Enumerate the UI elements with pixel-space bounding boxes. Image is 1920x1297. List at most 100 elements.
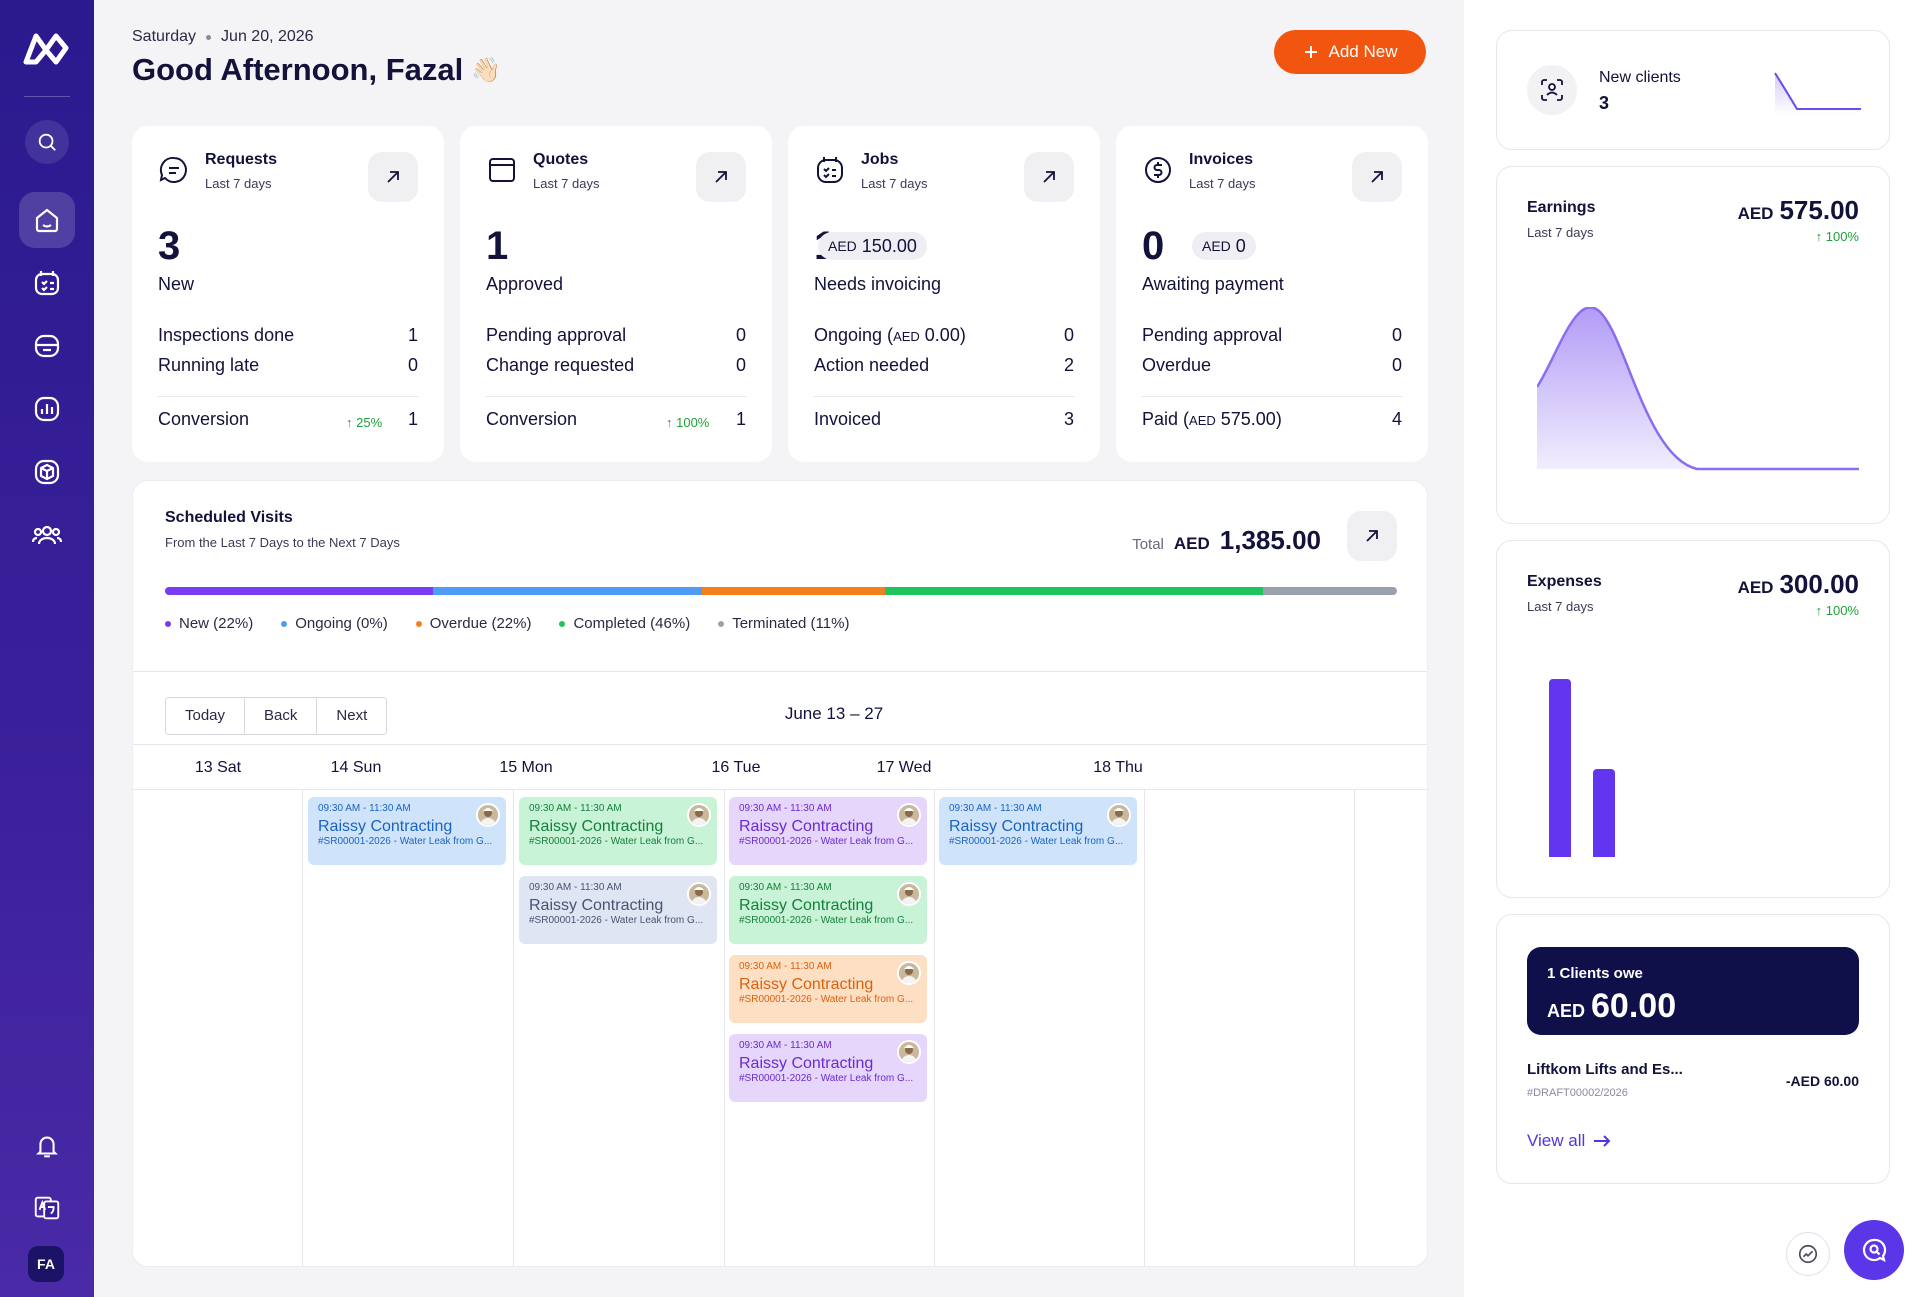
day-column-line	[513, 789, 514, 1266]
card-footer-row: Invoiced 3	[814, 409, 1074, 430]
calendar-event[interactable]: 09:30 AM - 11:30 AM Raissy Contracting #SR…	[729, 876, 927, 944]
card-big-label: New	[158, 274, 195, 294]
add-new-button[interactable]: Add New	[1274, 30, 1426, 74]
greeting-text: Good Afternoon, Fazal	[132, 52, 464, 87]
event-time: 09:30 AM - 11:30 AM	[949, 803, 1042, 814]
calendar-event[interactable]: 09:30 AM - 11:30 AM Raissy Contracting #SR…	[729, 955, 927, 1023]
legend-dot	[718, 620, 725, 627]
card-footer-row: Conversion 1	[486, 409, 746, 430]
user-avatar[interactable]: FA	[28, 1246, 64, 1282]
dollar-icon	[1145, 157, 1171, 183]
schedule-icon	[34, 271, 60, 296]
status-progress-bar	[165, 587, 1397, 595]
calendar-event[interactable]: 09:30 AM - 11:30 AM Raissy Contracting #SR…	[308, 797, 506, 865]
card-row: Pending approval 0	[1142, 325, 1402, 346]
calendar-event[interactable]: 09:30 AM - 11:30 AM Raissy Contracting #SR…	[729, 797, 927, 865]
sidebar-item-schedule[interactable]	[19, 255, 75, 311]
notifications-button[interactable]	[19, 1118, 75, 1174]
arrow-up-right-icon	[715, 171, 727, 183]
legend-label: Completed (46%)	[573, 615, 691, 632]
owe-client-name[interactable]: Liftkom Lifts and Es...	[1527, 1061, 1683, 1078]
assignee-avatar	[687, 882, 711, 906]
date-label: Jun 20, 2026	[221, 28, 314, 45]
card-title: Quotes	[533, 151, 589, 168]
back-button[interactable]: Back	[245, 698, 318, 734]
sidebar: FA	[0, 0, 94, 1297]
status-bar-segment	[1262, 587, 1397, 595]
open-jobs-button[interactable]	[1024, 152, 1074, 202]
currency: AED	[1189, 413, 1216, 428]
sidebar-item-inbox[interactable]	[19, 318, 75, 374]
open-requests-button[interactable]	[368, 152, 418, 202]
divider	[133, 671, 1427, 672]
translate-icon	[34, 1196, 60, 1220]
divider	[133, 744, 1427, 745]
currency: AED	[1737, 578, 1774, 597]
pill-amount: 0	[1235, 235, 1246, 256]
open-quotes-button[interactable]	[696, 152, 746, 202]
amount-pill: AED 150.00	[818, 232, 927, 260]
card-title: Invoices	[1189, 151, 1254, 168]
day-column-line	[302, 789, 303, 1266]
event-time: 09:30 AM - 11:30 AM	[739, 1040, 832, 1051]
today-button[interactable]: Today	[166, 698, 246, 734]
sparkle-chart-icon	[1798, 1244, 1818, 1264]
event-client: Raissy Contracting	[739, 1055, 874, 1072]
row-label: Ongoing (AED 0.00)	[814, 325, 966, 346]
amount-pill: AED 0	[1192, 232, 1256, 260]
card-footer-row: Paid (AED 575.00) 4	[1142, 409, 1402, 430]
card-subtitle: Last 7 days	[1527, 599, 1594, 614]
view-all-link[interactable]: View all	[1527, 1131, 1611, 1151]
assignee-avatar	[897, 1040, 921, 1064]
requests-card: Requests Last 7 days 3 New Inspections d…	[132, 126, 444, 462]
jobs-icon	[817, 157, 843, 183]
legend-label: Terminated (11%)	[732, 615, 850, 632]
arrow-up-right-icon	[1366, 530, 1378, 542]
earnings-chart	[1537, 307, 1859, 471]
assignee-avatar	[687, 803, 711, 827]
open-schedule-button[interactable]	[1347, 511, 1397, 561]
bell-icon	[36, 1136, 58, 1158]
language-button[interactable]	[19, 1180, 75, 1236]
support-chat-button[interactable]	[1844, 1220, 1904, 1280]
owe-reference: #DRAFT00002/2026	[1527, 1087, 1628, 1099]
calendar-event[interactable]: 09:30 AM - 11:30 AM Raissy Contracting #SR…	[939, 797, 1137, 865]
event-description: #SR00001-2026 - Water Leak from G...	[739, 836, 914, 847]
clients-owe-card: 1 Clients owe AED 60.00 Liftkom Lifts and…	[1496, 914, 1890, 1184]
sidebar-item-home[interactable]	[19, 192, 75, 248]
event-client: Raissy Contracting	[529, 818, 664, 835]
owe-value: 60.00	[1591, 987, 1677, 1025]
app-logo[interactable]	[22, 28, 70, 68]
calendar-event[interactable]: 09:30 AM - 11:30 AM Raissy Contracting #SR…	[729, 1034, 927, 1102]
pill-amount: 150.00	[861, 235, 917, 256]
row-label: Change requested	[486, 355, 635, 375]
card-title: Earnings	[1527, 199, 1596, 216]
insights-button[interactable]	[1786, 1232, 1830, 1276]
row-value: 0	[735, 325, 746, 345]
footer-label: Invoiced	[814, 409, 882, 429]
new-clients-card[interactable]: New clients 3	[1496, 30, 1890, 150]
card-row: Inspections done 1	[158, 325, 418, 346]
amount-value: 575.00	[1779, 195, 1859, 225]
open-invoices-button[interactable]	[1352, 152, 1402, 202]
sidebar-item-products[interactable]	[19, 444, 75, 500]
card-title: Jobs	[861, 151, 899, 168]
card-subtitle: Last 7 days	[861, 176, 928, 191]
row-value: 0	[1063, 325, 1074, 345]
sidebar-item-clients[interactable]	[19, 507, 75, 563]
assignee-avatar	[897, 961, 921, 985]
row-label: Inspections done	[158, 325, 295, 345]
earnings-amount: AED 575.00	[1738, 195, 1859, 226]
calendar-event[interactable]: 09:30 AM - 11:30 AM Raissy Contracting #SR…	[519, 797, 717, 865]
search-button[interactable]	[25, 120, 69, 164]
next-button[interactable]: Next	[336, 707, 368, 724]
legend-item: New (22%)	[165, 615, 253, 632]
calendar-event[interactable]: 09:30 AM - 11:30 AM Raissy Contracting #SR…	[519, 876, 717, 944]
expense-bar	[1549, 679, 1571, 857]
legend-label: Overdue (22%)	[429, 615, 532, 632]
sidebar-item-reports[interactable]	[19, 381, 75, 437]
arrow-up-right-icon	[387, 171, 399, 183]
row-label: Running late	[158, 355, 260, 375]
event-client: Raissy Contracting	[739, 897, 874, 914]
